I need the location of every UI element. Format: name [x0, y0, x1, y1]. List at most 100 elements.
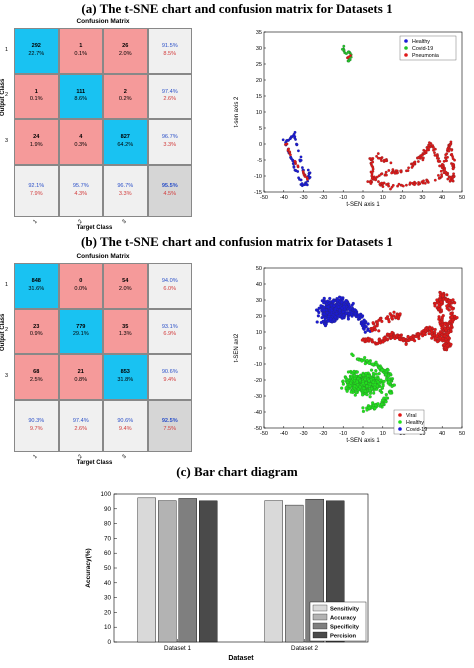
scatter-point [376, 380, 380, 384]
scatter-point [378, 182, 382, 186]
scatter-point [361, 406, 365, 410]
cm-cell-text: 2.5% [29, 376, 43, 383]
bar [158, 500, 177, 643]
scatter-point [325, 299, 330, 303]
scatter-point [430, 329, 434, 333]
bar [178, 498, 197, 643]
scatter-point [406, 335, 410, 339]
y-tick-label: -40 [254, 410, 262, 416]
scatter-point [344, 52, 348, 55]
bar-chart: 0 10 20 30 40 50 60 70 80 90 100 Accuracy(%) Dataset… [85, 491, 369, 662]
scatter-point [351, 353, 355, 358]
legend-swatch [312, 604, 328, 612]
cm-cell: 97.4% 2.6% [147, 73, 192, 119]
scatter-point [416, 160, 420, 163]
legend-label: Healthy [406, 420, 424, 426]
scatter-point [349, 54, 352, 57]
legend-swatch [312, 613, 328, 621]
cm-cell: 92.5% 7.5% [147, 399, 192, 452]
scatter-point [399, 169, 403, 173]
cm-cell: 1 0.1% [14, 73, 59, 119]
scatter-point [353, 312, 358, 316]
scatter-point [361, 393, 365, 397]
scatter-point [332, 304, 336, 308]
y-tick-label: 40 [256, 282, 262, 288]
x-tick-label: -20 [319, 195, 327, 201]
scatter-point [342, 313, 346, 317]
scatter-point [367, 406, 371, 410]
cm-cell-text: 90.6% [161, 369, 178, 376]
scatter-point [349, 390, 353, 394]
scatter-point [382, 181, 386, 185]
scatter-point [380, 386, 384, 390]
scatter-point [333, 315, 337, 319]
scatter-point [382, 379, 386, 384]
scatter-point [455, 316, 459, 320]
scatter-point [443, 334, 447, 338]
legend-label: Sensitivity [330, 607, 360, 613]
scatter-point [397, 182, 401, 186]
y-tick-label: 30 [104, 595, 112, 602]
scatter-point [379, 378, 383, 382]
scatter-point [336, 298, 340, 302]
cm-cell-text: 3.3% [163, 141, 177, 148]
cm-cell-text: 0.3% [74, 141, 88, 148]
scatter-point [404, 342, 408, 346]
cm-cell: 95.5% 4.5% [147, 164, 192, 217]
cm-cell-text: 0.1% [74, 50, 88, 57]
scatter-point [424, 326, 428, 331]
scatter-point [363, 355, 367, 360]
cm-cell: 111 8.6% [58, 73, 103, 119]
scatter-point [427, 146, 431, 150]
scatter-point [408, 181, 412, 185]
y-tick-label: 20 [256, 314, 262, 320]
y-tick-label: -10 [254, 174, 262, 180]
scatter-point [435, 334, 439, 338]
cm-cell-text: 4 [79, 134, 83, 141]
cm-cell-text: 95.5% [161, 183, 178, 190]
confusion-matrix-2: Confusion Matrix 848 31.6% 0 0.0% 54 2.0% 94.0%… [0, 253, 200, 471]
cm-cell-text: 26 [122, 43, 129, 50]
scatter-point [387, 374, 391, 378]
scatter-point [436, 159, 440, 163]
scatter-point [330, 308, 334, 312]
scatter-point [450, 315, 454, 319]
scatter-point [284, 143, 287, 146]
bar [137, 497, 156, 643]
cm-cell: 54 2.0% [103, 263, 148, 309]
scatter-point [438, 320, 442, 324]
legend-label: Percision [330, 634, 357, 640]
scatter-point [315, 320, 319, 324]
cm-cell-text: 24 [33, 134, 40, 141]
scatter-point [345, 380, 350, 384]
cm-cell-text: 7.5% [163, 425, 177, 432]
scatter-point [433, 330, 437, 334]
legend-marker [404, 53, 408, 57]
scatter-point [376, 377, 380, 381]
scatter-point [356, 357, 360, 361]
scatter-point [358, 385, 362, 389]
scatter-point [433, 178, 437, 182]
scatter-point [451, 298, 455, 302]
cm-cell-text: 2.0% [118, 50, 132, 57]
y-tick-label: -15 [254, 190, 262, 196]
x-axis-label: t-SEN axis 1 [346, 438, 380, 444]
bar [285, 504, 304, 643]
legend-marker [398, 413, 402, 417]
scatter-point [377, 338, 381, 342]
cm-cell-text: 68 [33, 369, 40, 376]
scatter-point [405, 183, 408, 187]
cm-cell-text: 0.8% [74, 376, 88, 383]
scatter-point [332, 317, 336, 322]
scatter-point [347, 302, 351, 307]
scatter-point [355, 370, 359, 374]
scatter-point [296, 164, 300, 168]
scatter-point [323, 323, 328, 327]
cm-cell-text: 92.1% [28, 183, 45, 190]
scatter-point [347, 55, 350, 59]
cm-row-tick: 1 [5, 46, 9, 53]
scatter-point [426, 179, 429, 183]
scatter-point [449, 176, 453, 180]
cm-cell-text: 827 [120, 134, 130, 141]
cm-cell: 24 1.9% [14, 119, 59, 165]
